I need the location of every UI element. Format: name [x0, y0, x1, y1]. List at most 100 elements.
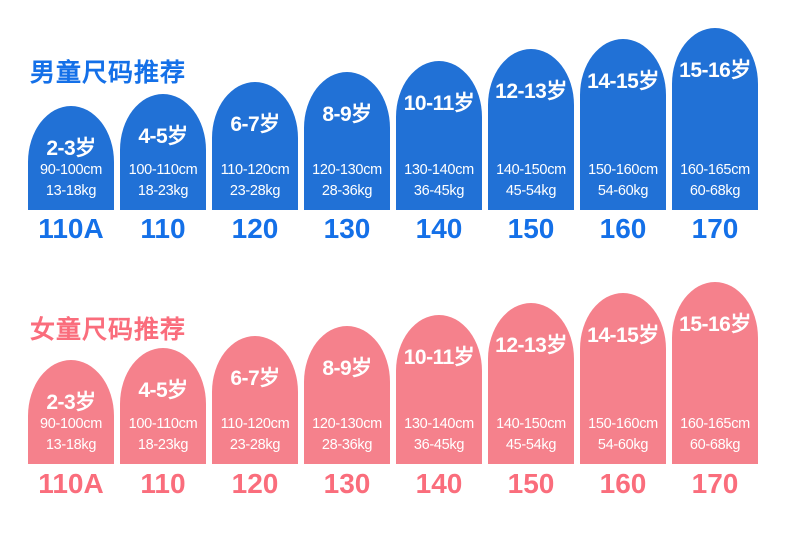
size-bar: 12-13岁 140-150cm 45-54kg [488, 49, 574, 210]
weight-range-label: 18-23kg [137, 183, 189, 199]
body-ranges: 90-100cm 13-18kg [28, 160, 114, 202]
size-bar: 6-7岁 110-120cm 23-28kg [212, 82, 298, 210]
size-bar: 15-16岁 160-165cm 60-68kg [672, 28, 758, 210]
age-range-label: 4-5岁 [138, 125, 188, 148]
size-bar: 6-7岁 110-120cm 23-28kg [212, 336, 298, 464]
weight-range-label: 45-54kg [505, 437, 557, 453]
height-range-label: 110-120cm [220, 416, 290, 432]
body-ranges: 110-120cm 23-28kg [212, 414, 298, 456]
weight-range-label: 54-60kg [597, 437, 649, 453]
size-number-label: 110 [140, 468, 186, 499]
size-bar: 2-3岁 90-100cm 13-18kg [28, 360, 114, 464]
size-number-label: 150 [507, 468, 555, 499]
age-range-label: 4-5岁 [138, 379, 188, 402]
size-number-label: 130 [323, 213, 371, 244]
height-range-label: 160-165cm [680, 416, 750, 432]
body-ranges: 130-140cm 36-45kg [396, 160, 482, 202]
age-range-label: 6-7岁 [230, 367, 280, 390]
weight-range-label: 54-60kg [597, 183, 649, 199]
height-range-label: 120-130cm [312, 162, 382, 178]
girls-section-title: 女童尺码推荐 [30, 316, 187, 344]
size-number-label: 130 [323, 468, 371, 499]
size-bar: 8-9岁 120-130cm 28-36kg [304, 326, 390, 464]
body-ranges: 140-150cm 45-54kg [488, 160, 574, 202]
height-range-label: 150-160cm [588, 162, 658, 178]
size-bar: 4-5岁 100-110cm 18-23kg [120, 348, 206, 464]
weight-range-label: 60-68kg [689, 183, 741, 199]
size-number-label: 170 [691, 468, 739, 499]
weight-range-label: 28-36kg [321, 437, 373, 453]
height-range-label: 120-130cm [312, 416, 382, 432]
size-bar: 10-11岁 130-140cm 36-45kg [396, 315, 482, 464]
age-range-label: 10-11岁 [403, 346, 475, 369]
age-range-label: 12-13岁 [495, 334, 567, 357]
age-range-label: 6-7岁 [230, 113, 280, 136]
height-range-label: 90-100cm [39, 416, 103, 432]
boys-section-title: 男童尺码推荐 [30, 59, 187, 87]
height-range-label: 90-100cm [39, 162, 103, 178]
size-bar: 2-3岁 90-100cm 13-18kg [28, 106, 114, 210]
weight-range-label: 23-28kg [229, 183, 281, 199]
boys-bars-row: 2-3岁 90-100cm 13-18kg 4-5岁 100-110cm 18-23kg 6… [28, 28, 758, 210]
height-range-label: 140-150cm [496, 162, 566, 178]
weight-range-label: 36-45kg [413, 437, 465, 453]
body-ranges: 100-110cm 18-23kg [120, 414, 206, 456]
size-number-label: 160 [599, 213, 647, 244]
weight-range-label: 13-18kg [45, 437, 97, 453]
size-bar: 14-15岁 150-160cm 54-60kg [580, 39, 666, 210]
body-ranges: 120-130cm 28-36kg [304, 414, 390, 456]
size-bar: 8-9岁 120-130cm 28-36kg [304, 72, 390, 210]
height-range-label: 110-120cm [220, 162, 290, 178]
body-ranges: 160-165cm 60-68kg [672, 414, 758, 456]
size-number-label: 110A [38, 468, 104, 499]
size-number-label: 110 [140, 213, 186, 244]
age-range-label: 15-16岁 [679, 313, 751, 336]
body-ranges: 110-120cm 23-28kg [212, 160, 298, 202]
size-number-label: 160 [599, 468, 647, 499]
body-ranges: 90-100cm 13-18kg [28, 414, 114, 456]
size-number-label: 150 [507, 213, 555, 244]
size-bar: 14-15岁 150-160cm 54-60kg [580, 293, 666, 464]
body-ranges: 140-150cm 45-54kg [488, 414, 574, 456]
age-range-label: 8-9岁 [322, 103, 372, 126]
age-range-label: 12-13岁 [495, 80, 567, 103]
weight-range-label: 36-45kg [413, 183, 465, 199]
height-range-label: 130-140cm [404, 162, 474, 178]
body-ranges: 150-160cm 54-60kg [580, 414, 666, 456]
height-range-label: 100-110cm [128, 162, 198, 178]
age-range-label: 8-9岁 [322, 357, 372, 380]
body-ranges: 160-165cm 60-68kg [672, 160, 758, 202]
size-number-label: 120 [231, 468, 279, 499]
weight-range-label: 28-36kg [321, 183, 373, 199]
weight-range-label: 18-23kg [137, 437, 189, 453]
age-range-label: 2-3岁 [46, 391, 96, 414]
height-range-label: 130-140cm [404, 416, 474, 432]
body-ranges: 130-140cm 36-45kg [396, 414, 482, 456]
size-bar: 12-13岁 140-150cm 45-54kg [488, 303, 574, 464]
age-range-label: 14-15岁 [587, 324, 659, 347]
size-number-label: 110A [38, 213, 104, 244]
size-number-label: 140 [415, 468, 463, 499]
body-ranges: 120-130cm 28-36kg [304, 160, 390, 202]
weight-range-label: 13-18kg [45, 183, 97, 199]
weight-range-label: 45-54kg [505, 183, 557, 199]
size-bar: 10-11岁 130-140cm 36-45kg [396, 61, 482, 210]
boys-size-labels-row: 110A 110 120 130 140 150 160 170 [28, 214, 758, 244]
age-range-label: 15-16岁 [679, 59, 751, 82]
age-range-label: 2-3岁 [46, 137, 96, 160]
weight-range-label: 60-68kg [689, 437, 741, 453]
size-bar: 15-16岁 160-165cm 60-68kg [672, 282, 758, 464]
height-range-label: 160-165cm [680, 162, 750, 178]
body-ranges: 150-160cm 54-60kg [580, 160, 666, 202]
size-number-label: 170 [691, 213, 739, 244]
weight-range-label: 23-28kg [229, 437, 281, 453]
height-range-label: 100-110cm [128, 416, 198, 432]
height-range-label: 140-150cm [496, 416, 566, 432]
age-range-label: 10-11岁 [403, 92, 475, 115]
girls-bars-row: 2-3岁 90-100cm 13-18kg 4-5岁 100-110cm 18-23kg 6… [28, 282, 758, 464]
size-bar: 4-5岁 100-110cm 18-23kg [120, 94, 206, 210]
body-ranges: 100-110cm 18-23kg [120, 160, 206, 202]
